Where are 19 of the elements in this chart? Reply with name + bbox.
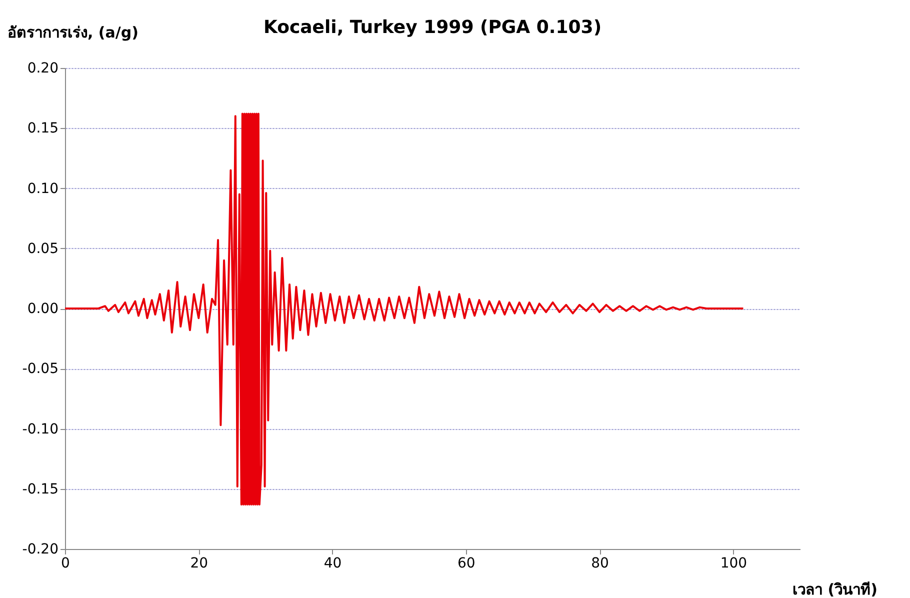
x-tick-label: 60 <box>457 556 476 572</box>
y-tick-label: -0.10 <box>22 421 58 438</box>
x-tick-label: 40 <box>324 556 342 572</box>
x-tick-label: 80 <box>591 556 609 572</box>
y-tick-label: -0.15 <box>22 481 58 498</box>
line-series <box>65 112 744 506</box>
x-axis-title: เวลา (วินาที) <box>792 580 878 598</box>
y-tick-label: 0.20 <box>27 60 58 76</box>
y-tick-label: -0.20 <box>22 542 58 558</box>
y-tick-label: -0.05 <box>22 361 58 378</box>
y-tick-label: 0.00 <box>27 301 58 317</box>
chart-title: Kocaeli, Turkey 1999 (PGA 0.103) <box>263 17 602 38</box>
y-tick-label: 0.10 <box>27 180 58 197</box>
y-tick-label: 0.05 <box>27 240 58 257</box>
x-tick-label: 20 <box>190 556 208 572</box>
y-axis-title: อัตราการเร่ง, (a/g) <box>8 24 138 42</box>
x-tick-label: 100 <box>720 556 748 572</box>
x-tick-label: 0 <box>61 556 70 572</box>
y-tick-label: 0.15 <box>27 120 58 137</box>
